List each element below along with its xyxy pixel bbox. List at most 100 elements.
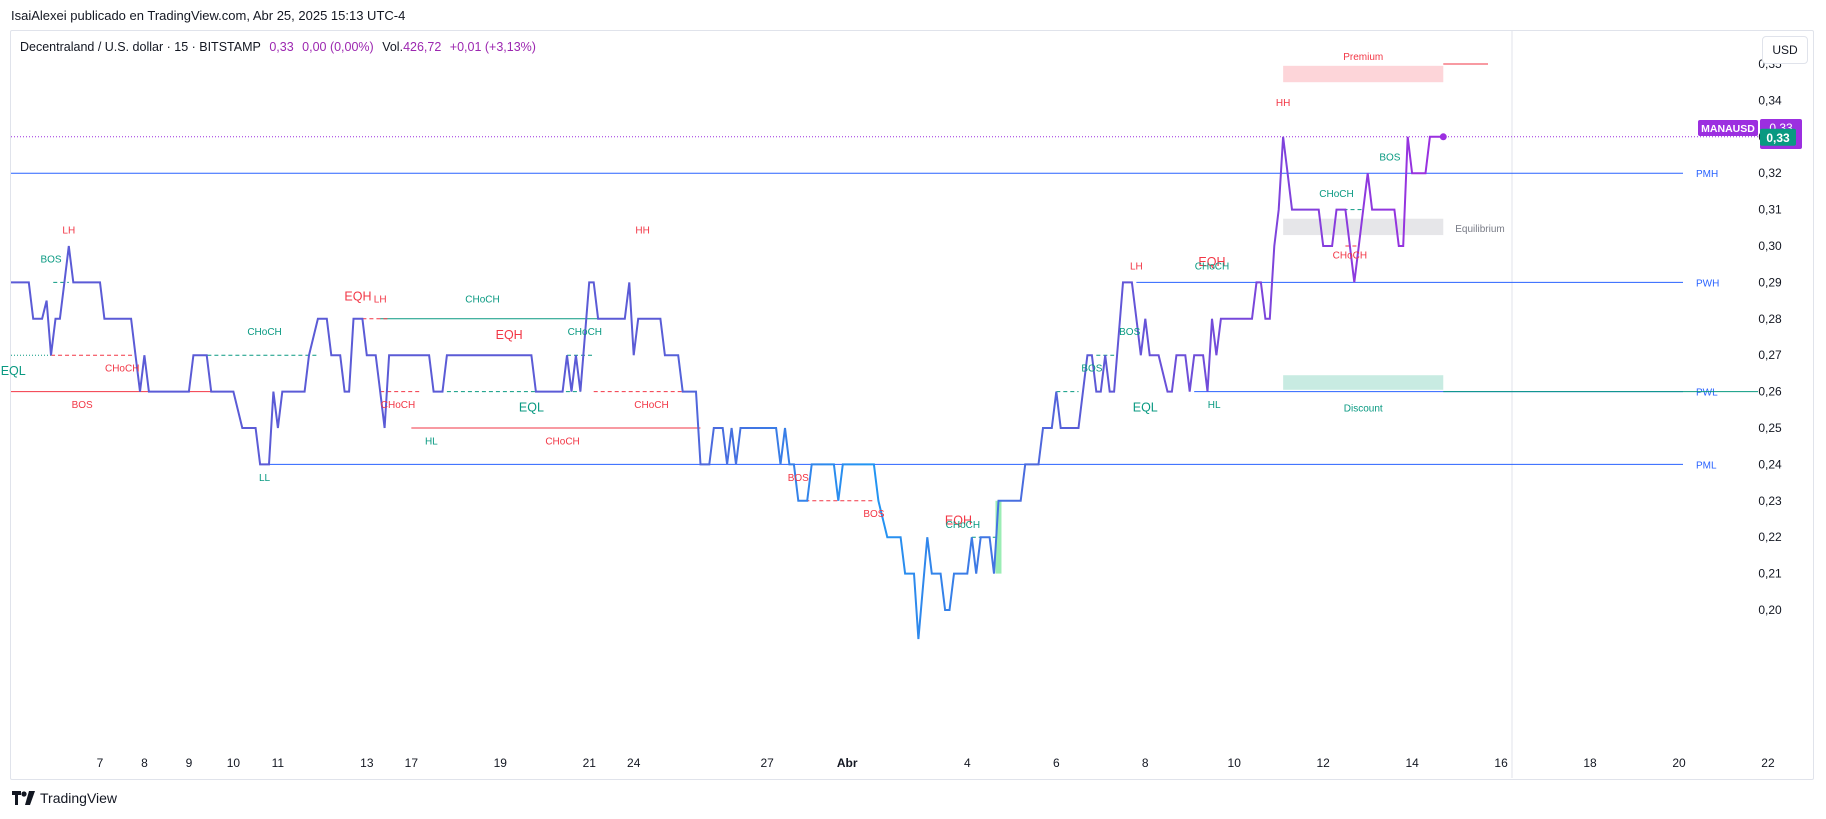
x-tick-label: 4 — [964, 756, 971, 770]
y-tick-label: 0,22 — [1758, 530, 1782, 544]
premium-zone-label: Premium — [1343, 52, 1383, 63]
x-tick-label: 10 — [1228, 756, 1242, 770]
x-tick-label: 7 — [97, 756, 104, 770]
structure-label: BOS — [1081, 364, 1102, 375]
structure-label: CHoCH — [105, 364, 139, 375]
level-label-pml: PML — [1696, 460, 1717, 471]
premium-zone — [1283, 65, 1444, 83]
structure-label: HH — [1276, 98, 1290, 109]
structure-label: BOS — [72, 400, 93, 411]
level-label-pwh: PWH — [1696, 278, 1719, 289]
x-tick-label: 17 — [405, 756, 419, 770]
currency-button[interactable]: USD — [1762, 36, 1808, 64]
structure-label: LH — [1130, 262, 1143, 273]
volume-label: Vol. — [382, 40, 404, 54]
brand-label: TradingView — [40, 790, 118, 806]
x-tick-label: Abr — [837, 756, 858, 770]
y-tick-label: 0,32 — [1758, 166, 1782, 180]
x-tick-label: 20 — [1672, 756, 1686, 770]
symbol-title[interactable]: Decentraland / U.S. dollar · 15 · BITSTA… — [20, 40, 261, 54]
x-tick-label: 10 — [227, 756, 241, 770]
price-series-line — [11, 135, 1444, 640]
structure-label: CHoCH — [545, 436, 579, 447]
symbol-badge — [1698, 120, 1758, 136]
volume-value: 426,72 — [403, 40, 442, 54]
structure-label: LH — [374, 294, 387, 305]
x-tick-label: 16 — [1494, 756, 1508, 770]
y-tick-label: 0,26 — [1758, 385, 1782, 399]
structure-label: LL — [259, 473, 271, 484]
structure-label: CHoCH — [381, 400, 415, 411]
structure-label: EQH — [496, 328, 523, 342]
x-tick-label: 18 — [1583, 756, 1597, 770]
structure-label: CHoCH — [1319, 189, 1353, 200]
structure-label: HL — [1208, 400, 1221, 411]
level-label-pwl: PWL — [1696, 388, 1718, 399]
chart-frame[interactable] — [10, 30, 1814, 780]
y-tick-label: 0,28 — [1758, 312, 1782, 326]
discount-zone — [1283, 375, 1444, 390]
secondary-price-value: 0,33 — [1766, 131, 1790, 145]
structure-label: EQL — [1, 364, 26, 378]
equilibrium-zone — [1283, 218, 1444, 236]
last-point-marker — [1439, 133, 1447, 141]
x-tick-label: 24 — [627, 756, 641, 770]
structure-label: EQL — [519, 401, 544, 415]
x-tick-label: 21 — [583, 756, 597, 770]
structure-label: LH — [62, 225, 75, 236]
x-tick-label: 14 — [1405, 756, 1419, 770]
y-tick-label: 0,27 — [1758, 348, 1782, 362]
x-tick-label: 8 — [141, 756, 148, 770]
structure-label: BOS — [1379, 152, 1400, 163]
structure-label: CHoCH — [465, 294, 499, 305]
structure-label: BOS — [1119, 327, 1140, 338]
structure-label: CHoCH — [568, 327, 602, 338]
x-tick-label: 8 — [1142, 756, 1149, 770]
secondary-price-badge — [1760, 128, 1796, 146]
structure-label: EQH — [945, 513, 972, 527]
structure-label: EQH — [344, 290, 371, 304]
discount-zone-label: Discount — [1344, 404, 1383, 415]
y-tick-label: 0,23 — [1758, 494, 1782, 508]
structure-label: BOS — [863, 509, 884, 520]
structure-label: CHoCH — [247, 327, 281, 338]
fvg-box — [995, 500, 1002, 574]
structure-label: CHoCH — [634, 400, 668, 411]
y-tick-label: 0,24 — [1758, 457, 1782, 471]
structure-label: HH — [635, 225, 649, 236]
x-tick-label: 12 — [1317, 756, 1331, 770]
structure-label: EQH — [1198, 255, 1225, 269]
structure-label: CHoCH — [1195, 262, 1229, 273]
structure-label: BOS — [40, 254, 61, 265]
y-tick-label: 0,20 — [1758, 603, 1782, 617]
level-label-pmh: PMH — [1696, 169, 1718, 180]
publish-caption: IsaiAlexei publicado en TradingView.com,… — [11, 8, 406, 23]
y-tick-label: 0,29 — [1758, 275, 1782, 289]
x-tick-label: 6 — [1053, 756, 1060, 770]
volume-change: +0,01 (+3,13%) — [449, 40, 536, 54]
structure-label: CHoCH — [1333, 251, 1367, 262]
x-tick-label: 19 — [494, 756, 508, 770]
x-tick-label: 11 — [272, 756, 285, 770]
structure-label: EQL — [1133, 401, 1158, 415]
price-change: 0,00 (0,00%) — [302, 40, 374, 54]
structure-label: BOS — [788, 473, 809, 484]
last-price: 0,33 — [269, 40, 294, 54]
x-tick-label: 13 — [360, 756, 374, 770]
x-tick-label: 27 — [760, 756, 774, 770]
tradingview-icon — [12, 791, 35, 805]
y-tick-label: 0,21 — [1758, 567, 1782, 581]
symbol-badge-label: MANAUSD — [1701, 123, 1755, 135]
x-tick-label: 22 — [1761, 756, 1775, 770]
structure-label: HL — [425, 436, 438, 447]
equilibrium-zone-label: Equilibrium — [1455, 224, 1504, 235]
y-tick-label: 0,30 — [1758, 239, 1782, 253]
x-tick-label: 9 — [186, 756, 193, 770]
symbol-legend: Decentraland / U.S. dollar · 15 · BITSTA… — [20, 40, 541, 54]
tradingview-logo[interactable]: TradingView — [12, 790, 117, 806]
y-tick-label: 0,31 — [1758, 203, 1782, 217]
structure-label: CHoCH — [946, 520, 980, 531]
y-tick-label: 0,34 — [1758, 93, 1782, 107]
y-tick-label: 0,25 — [1758, 421, 1782, 435]
